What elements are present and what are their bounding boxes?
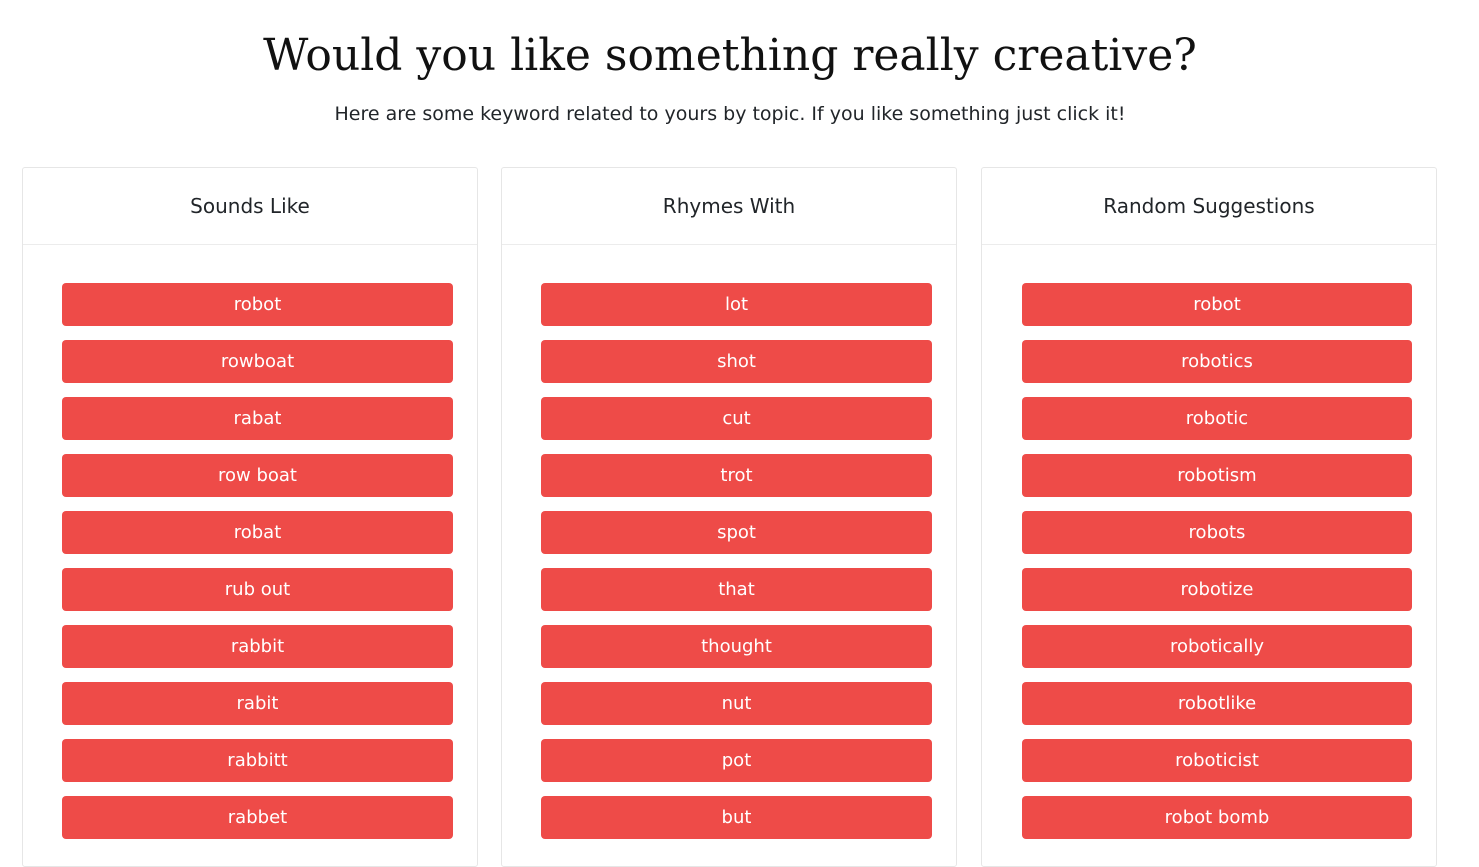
sounds-like-word-button[interactable]: rub out [62,568,453,611]
list-item: lot [541,283,932,326]
list-item: rub out [62,568,453,611]
page-title: Would you like something really creative… [263,30,1197,81]
sounds-like-word-button[interactable]: robot [62,283,453,326]
list-item: spot [541,511,932,554]
page-subtitle: Here are some keyword related to yours b… [334,103,1126,125]
list-item: robot bomb [1022,796,1412,839]
list-item: pot [541,739,932,782]
rhymes-with-word-button[interactable]: shot [541,340,932,383]
list-item: robotically [1022,625,1412,668]
suggestion-columns: Sounds Like robot rowboat rabat row boat… [22,167,1439,867]
rhymes-with-word-button[interactable]: nut [541,682,932,725]
list-item: robotlike [1022,682,1412,725]
list-item: thought [541,625,932,668]
sounds-like-word-button[interactable]: rabbet [62,796,453,839]
sounds-like-list: robot rowboat rabat row boat robat rub o… [62,283,453,853]
rhymes-with-word-button[interactable]: that [541,568,932,611]
sounds-like-word-button[interactable]: rabbit [62,625,453,668]
random-suggestion-word-button[interactable]: robot bomb [1022,796,1412,839]
list-item: trot [541,454,932,497]
list-item: robat [62,511,453,554]
sounds-like-word-button[interactable]: rowboat [62,340,453,383]
list-item: rowboat [62,340,453,383]
random-suggestion-word-button[interactable]: robotic [1022,397,1412,440]
sounds-like-word-button[interactable]: rabat [62,397,453,440]
sounds-like-word-button[interactable]: robat [62,511,453,554]
list-item: roboticist [1022,739,1412,782]
sounds-like-card: Sounds Like robot rowboat rabat row boat… [22,167,478,867]
random-suggestion-word-button[interactable]: roboticist [1022,739,1412,782]
list-item: but [541,796,932,839]
random-suggestion-word-button[interactable]: robotically [1022,625,1412,668]
sounds-like-word-button[interactable]: rabit [62,682,453,725]
list-item: rabbit [62,625,453,668]
list-item: robotic [1022,397,1412,440]
random-suggestions-list: robot robotics robotic robotism robots r… [1022,283,1412,853]
random-suggestion-word-button[interactable]: robot [1022,283,1412,326]
list-item: rabbet [62,796,453,839]
list-item: rabbitt [62,739,453,782]
list-item: robot [1022,283,1412,326]
list-item: robotize [1022,568,1412,611]
list-item: robotism [1022,454,1412,497]
rhymes-with-word-button[interactable]: lot [541,283,932,326]
random-suggestion-word-button[interactable]: robots [1022,511,1412,554]
rhymes-with-word-button[interactable]: pot [541,739,932,782]
rhymes-with-header: Rhymes With [502,168,956,245]
rhymes-with-word-button[interactable]: trot [541,454,932,497]
rhymes-with-word-button[interactable]: cut [541,397,932,440]
rhymes-with-list: lot shot cut trot spot that thought nut … [541,283,932,853]
list-item: robot [62,283,453,326]
list-item: nut [541,682,932,725]
random-suggestion-word-button[interactable]: robotics [1022,340,1412,383]
sounds-like-header: Sounds Like [23,168,477,245]
list-item: cut [541,397,932,440]
rhymes-with-word-button[interactable]: but [541,796,932,839]
list-item: robotics [1022,340,1412,383]
list-item: rabat [62,397,453,440]
random-suggestion-word-button[interactable]: robotize [1022,568,1412,611]
random-suggestions-card: Random Suggestions robot robotics roboti… [981,167,1437,867]
sounds-like-word-button[interactable]: rabbitt [62,739,453,782]
list-item: robots [1022,511,1412,554]
rhymes-with-word-button[interactable]: spot [541,511,932,554]
list-item: rabit [62,682,453,725]
random-suggestion-word-button[interactable]: robotism [1022,454,1412,497]
random-suggestion-word-button[interactable]: robotlike [1022,682,1412,725]
rhymes-with-word-button[interactable]: thought [541,625,932,668]
random-suggestions-header: Random Suggestions [982,168,1436,245]
sounds-like-word-button[interactable]: row boat [62,454,453,497]
rhymes-with-card: Rhymes With lot shot cut trot spot that … [501,167,957,867]
list-item: that [541,568,932,611]
list-item: row boat [62,454,453,497]
list-item: shot [541,340,932,383]
